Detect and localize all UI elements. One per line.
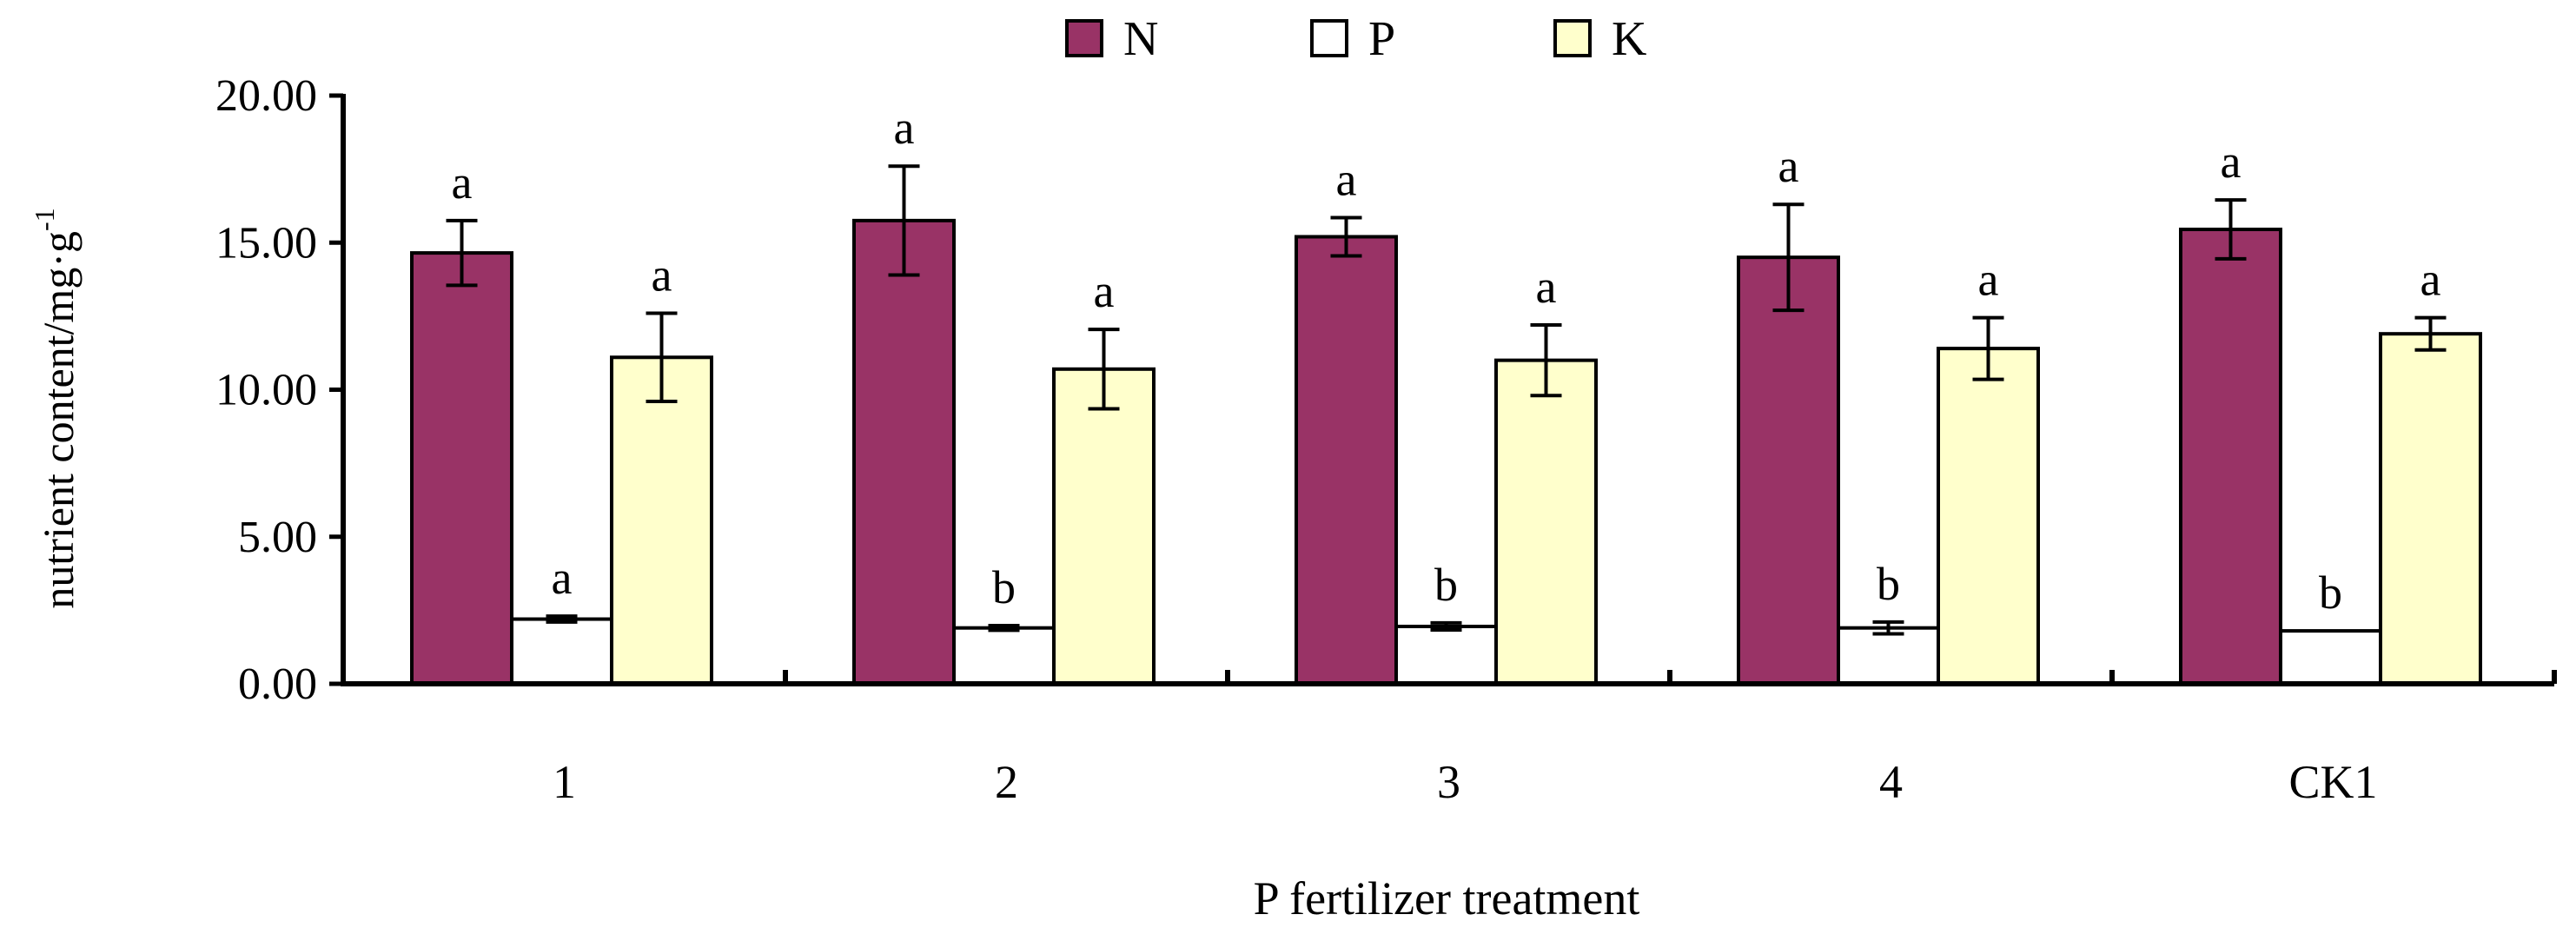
significance-label-N-CK1: a [2221, 136, 2242, 188]
error-bars [446, 164, 2447, 636]
y-axis-title-superscript: -1 [29, 208, 60, 231]
significance-label-N-1: a [452, 156, 473, 209]
legend-label-P: P [1368, 12, 1395, 66]
x-axis-title: P fertilizer treatment [1254, 872, 1640, 924]
significance-label-K-3: a [1536, 261, 1557, 313]
legend-label-K: K [1612, 12, 1646, 66]
bar-N-4 [1737, 255, 1840, 686]
bar-P-1 [510, 617, 613, 686]
bar-P-3 [1394, 624, 1498, 686]
bar-N-2 [852, 218, 956, 686]
legend-label-N: N [1123, 12, 1158, 66]
x-tick-label: 3 [1437, 756, 1460, 808]
y-axis-label: nutrient content/mg·g-1 [29, 208, 83, 608]
x-axis-ticks: 1 2 3 4 CK1 [553, 670, 2557, 808]
legend-swatch-K [1553, 19, 1592, 57]
axes [341, 94, 2554, 686]
significance-label-N-3: a [1336, 153, 1357, 205]
significance-label-K-CK1: a [2420, 254, 2441, 306]
bar-K-2 [1052, 367, 1156, 686]
y-axis-title: nutrient content/mg·g-1 [29, 208, 83, 608]
significance-label-K-1: a [652, 249, 672, 301]
significance-label-P-3: b [1434, 559, 1458, 611]
bar-N-CK1 [2179, 228, 2282, 686]
significance-labels: a a a a b a a b a a b a a b a [452, 102, 2441, 619]
bars [410, 218, 2482, 686]
significance-label-K-4: a [1978, 254, 1999, 306]
legend-swatch-N [1065, 19, 1103, 57]
bar-N-3 [1295, 235, 1398, 686]
significance-label-N-2: a [894, 102, 915, 154]
legend-swatch-P [1310, 19, 1348, 57]
bar-P-4 [1837, 626, 1940, 686]
bar-P-CK1 [2279, 629, 2382, 686]
bar-K-4 [1937, 347, 2040, 686]
bar-K-1 [610, 355, 713, 686]
x-tick-label: 4 [1879, 756, 1903, 808]
x-tick-label: CK1 [2288, 756, 2377, 808]
significance-label-P-CK1: b [2319, 567, 2342, 619]
y-tick-label: 5.00 [238, 513, 317, 562]
bar-K-3 [1494, 358, 1598, 686]
significance-label-P-2: b [992, 561, 1016, 613]
significance-label-N-4: a [1778, 140, 1799, 192]
x-tick-label: 2 [995, 756, 1018, 808]
y-tick-label: 0.00 [238, 659, 317, 709]
x-tick-label: 1 [553, 756, 576, 808]
significance-label-K-2: a [1094, 265, 1115, 317]
y-tick-label: 15.00 [215, 218, 317, 268]
bar-P-2 [952, 626, 1056, 686]
y-axis-ticks: 0.00 5.00 10.00 15.00 20.00 [215, 71, 343, 709]
bar-N-1 [410, 251, 513, 686]
bar-K-CK1 [2379, 332, 2482, 686]
significance-label-P-4: b [1877, 558, 1900, 610]
y-tick-label: 20.00 [215, 71, 317, 121]
y-tick-label: 10.00 [215, 366, 317, 415]
significance-label-P-1: a [552, 552, 573, 604]
